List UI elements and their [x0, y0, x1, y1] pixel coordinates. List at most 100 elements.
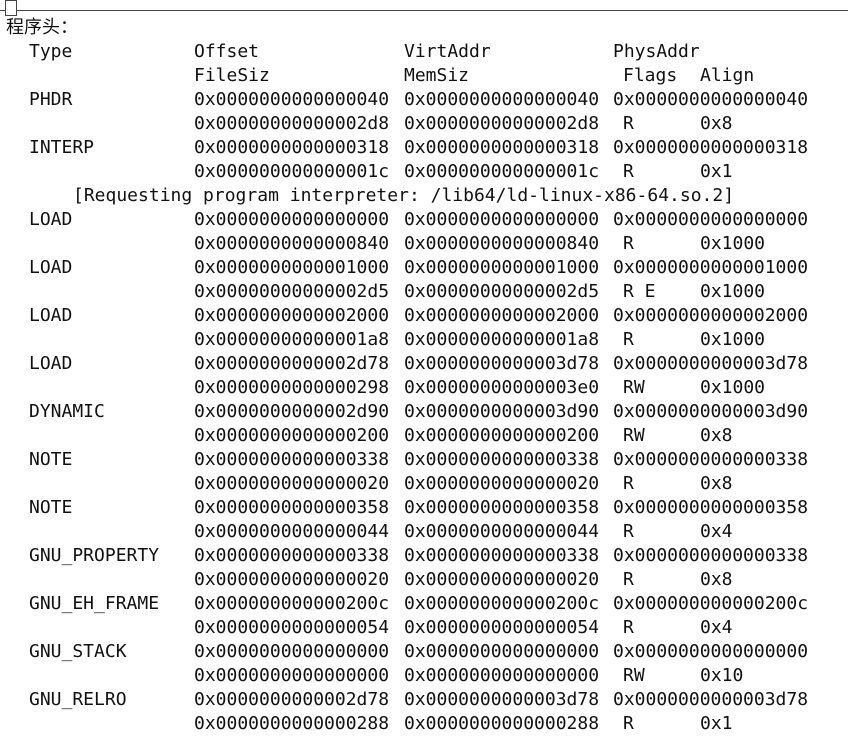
segment-offset: 0x0000000000000000	[194, 641, 390, 662]
segment-filesiz: 0x00000000000001a8	[194, 329, 390, 350]
segment-type: GNU_STACK	[29, 641, 127, 662]
segment-align: 0x1	[700, 713, 733, 734]
segment-filesiz: 0x0000000000000200	[194, 425, 390, 446]
segment-align: 0x8	[700, 113, 733, 134]
segment-physaddr: 0x0000000000003d78	[613, 353, 809, 374]
segment-offset: 0x000000000000200c	[194, 593, 390, 614]
segment-offset: 0x0000000000000318	[194, 137, 390, 158]
col-virtaddr-header: VirtAddr	[404, 41, 491, 62]
segment-type: INTERP	[29, 137, 95, 158]
segment-filesiz: 0x0000000000000840	[194, 233, 390, 254]
segment-align: 0x1000	[700, 233, 766, 254]
segment-physaddr: 0x0000000000000318	[613, 137, 809, 158]
segment-offset: 0x0000000000002d78	[194, 353, 390, 374]
segment-memsiz: 0x00000000000002d5	[404, 281, 600, 302]
segment-virtaddr: 0x0000000000000000	[404, 209, 600, 230]
segment-physaddr: 0x0000000000000040	[613, 89, 809, 110]
segment-filesiz: 0x0000000000000000	[194, 665, 390, 686]
segment-virtaddr: 0x0000000000000338	[404, 449, 600, 470]
segment-type: DYNAMIC	[29, 401, 105, 422]
segment-flags: R	[623, 113, 634, 134]
segment-offset: 0x0000000000000358	[194, 497, 390, 518]
segment-align: 0x1	[700, 161, 733, 182]
segment-offset: 0x0000000000000040	[194, 89, 390, 110]
segment-type: LOAD	[29, 209, 73, 230]
col-flags-header: Flags	[623, 65, 678, 86]
segment-flags: RW	[623, 377, 645, 398]
program-headers-title: 程序头：	[6, 17, 78, 38]
segment-physaddr: 0x0000000000001000	[613, 257, 809, 278]
segment-virtaddr: 0x0000000000002000	[404, 305, 600, 326]
segment-virtaddr: 0x0000000000000318	[404, 137, 600, 158]
segment-physaddr: 0x0000000000003d78	[613, 689, 809, 710]
segment-physaddr: 0x0000000000000000	[613, 209, 809, 230]
col-align-header: Align	[700, 65, 755, 86]
segment-type: LOAD	[29, 353, 73, 374]
segment-offset: 0x0000000000000338	[194, 449, 390, 470]
segment-physaddr: 0x0000000000000358	[613, 497, 809, 518]
segment-flags: R	[623, 473, 634, 494]
segment-align: 0x8	[700, 473, 733, 494]
segment-physaddr: 0x000000000000200c	[613, 593, 809, 614]
segment-memsiz: 0x00000000000003e0	[404, 377, 600, 398]
segment-memsiz: 0x0000000000000054	[404, 617, 600, 638]
segment-filesiz: 0x0000000000000044	[194, 521, 390, 542]
segment-flags: RW	[623, 665, 645, 686]
segment-offset: 0x0000000000001000	[194, 257, 390, 278]
segment-offset: 0x0000000000000000	[194, 209, 390, 230]
segment-virtaddr: 0x0000000000003d78	[404, 689, 600, 710]
segment-align: 0x1000	[700, 377, 766, 398]
col-memsiz-header: MemSiz	[404, 65, 470, 86]
segment-filesiz: 0x0000000000000054	[194, 617, 390, 638]
segment-type: GNU_PROPERTY	[29, 545, 160, 566]
segment-align: 0x1000	[700, 329, 766, 350]
segment-filesiz: 0x0000000000000298	[194, 377, 390, 398]
segment-memsiz: 0x0000000000000840	[404, 233, 600, 254]
segment-flags: R	[623, 617, 634, 638]
segment-physaddr: 0x0000000000000338	[613, 449, 809, 470]
segment-memsiz: 0x0000000000000020	[404, 569, 600, 590]
segment-type: NOTE	[29, 449, 73, 470]
segment-memsiz: 0x000000000000001c	[404, 161, 600, 182]
segment-memsiz: 0x0000000000000288	[404, 713, 600, 734]
header-row-2: FileSiz MemSiz Flags Align	[0, 64, 754, 88]
segment-virtaddr: 0x0000000000003d90	[404, 401, 600, 422]
segment-align: 0x4	[700, 617, 733, 638]
segment-offset: 0x0000000000002000	[194, 305, 390, 326]
segment-memsiz: 0x00000000000001a8	[404, 329, 600, 350]
col-offset-header: Offset	[194, 41, 260, 62]
segment-type: NOTE	[29, 497, 73, 518]
segment-filesiz: 0x0000000000000020	[194, 569, 390, 590]
segment-type: GNU_RELRO	[29, 689, 127, 710]
segment-align: 0x8	[700, 569, 733, 590]
text-cursor	[5, 0, 17, 16]
segment-memsiz: 0x0000000000000020	[404, 473, 600, 494]
segment-align: 0x10	[700, 665, 744, 686]
col-type-header: Type	[29, 41, 73, 62]
segment-flags: R E	[623, 281, 656, 302]
segment-flags: R	[623, 329, 634, 350]
segment-memsiz: 0x0000000000000044	[404, 521, 600, 542]
segment-virtaddr: 0x0000000000003d78	[404, 353, 600, 374]
segment-align: 0x1000	[700, 281, 766, 302]
segment-virtaddr: 0x0000000000001000	[404, 257, 600, 278]
segment-align: 0x4	[700, 521, 733, 542]
segment-filesiz: 0x00000000000002d5	[194, 281, 390, 302]
top-divider	[0, 10, 848, 11]
segment-filesiz: 0x00000000000002d8	[194, 113, 390, 134]
segment-virtaddr: 0x0000000000000338	[404, 545, 600, 566]
segment-memsiz: 0x00000000000002d8	[404, 113, 600, 134]
segment-offset: 0x0000000000002d90	[194, 401, 390, 422]
segment-physaddr: 0x0000000000003d90	[613, 401, 809, 422]
segment-flags: R	[623, 569, 634, 590]
segment-offset: 0x0000000000002d78	[194, 689, 390, 710]
segment-type: LOAD	[29, 305, 73, 326]
segment-filesiz: 0x000000000000001c	[194, 161, 390, 182]
segment-physaddr: 0x0000000000000338	[613, 545, 809, 566]
segment-virtaddr: 0x000000000000200c	[404, 593, 600, 614]
segment-flags: R	[623, 521, 634, 542]
segment-flags: R	[623, 233, 634, 254]
segment-filesiz: 0x0000000000000020	[194, 473, 390, 494]
interpreter-note: [Requesting program interpreter: /lib64/…	[73, 185, 735, 206]
segment-filesiz: 0x0000000000000288	[194, 713, 390, 734]
